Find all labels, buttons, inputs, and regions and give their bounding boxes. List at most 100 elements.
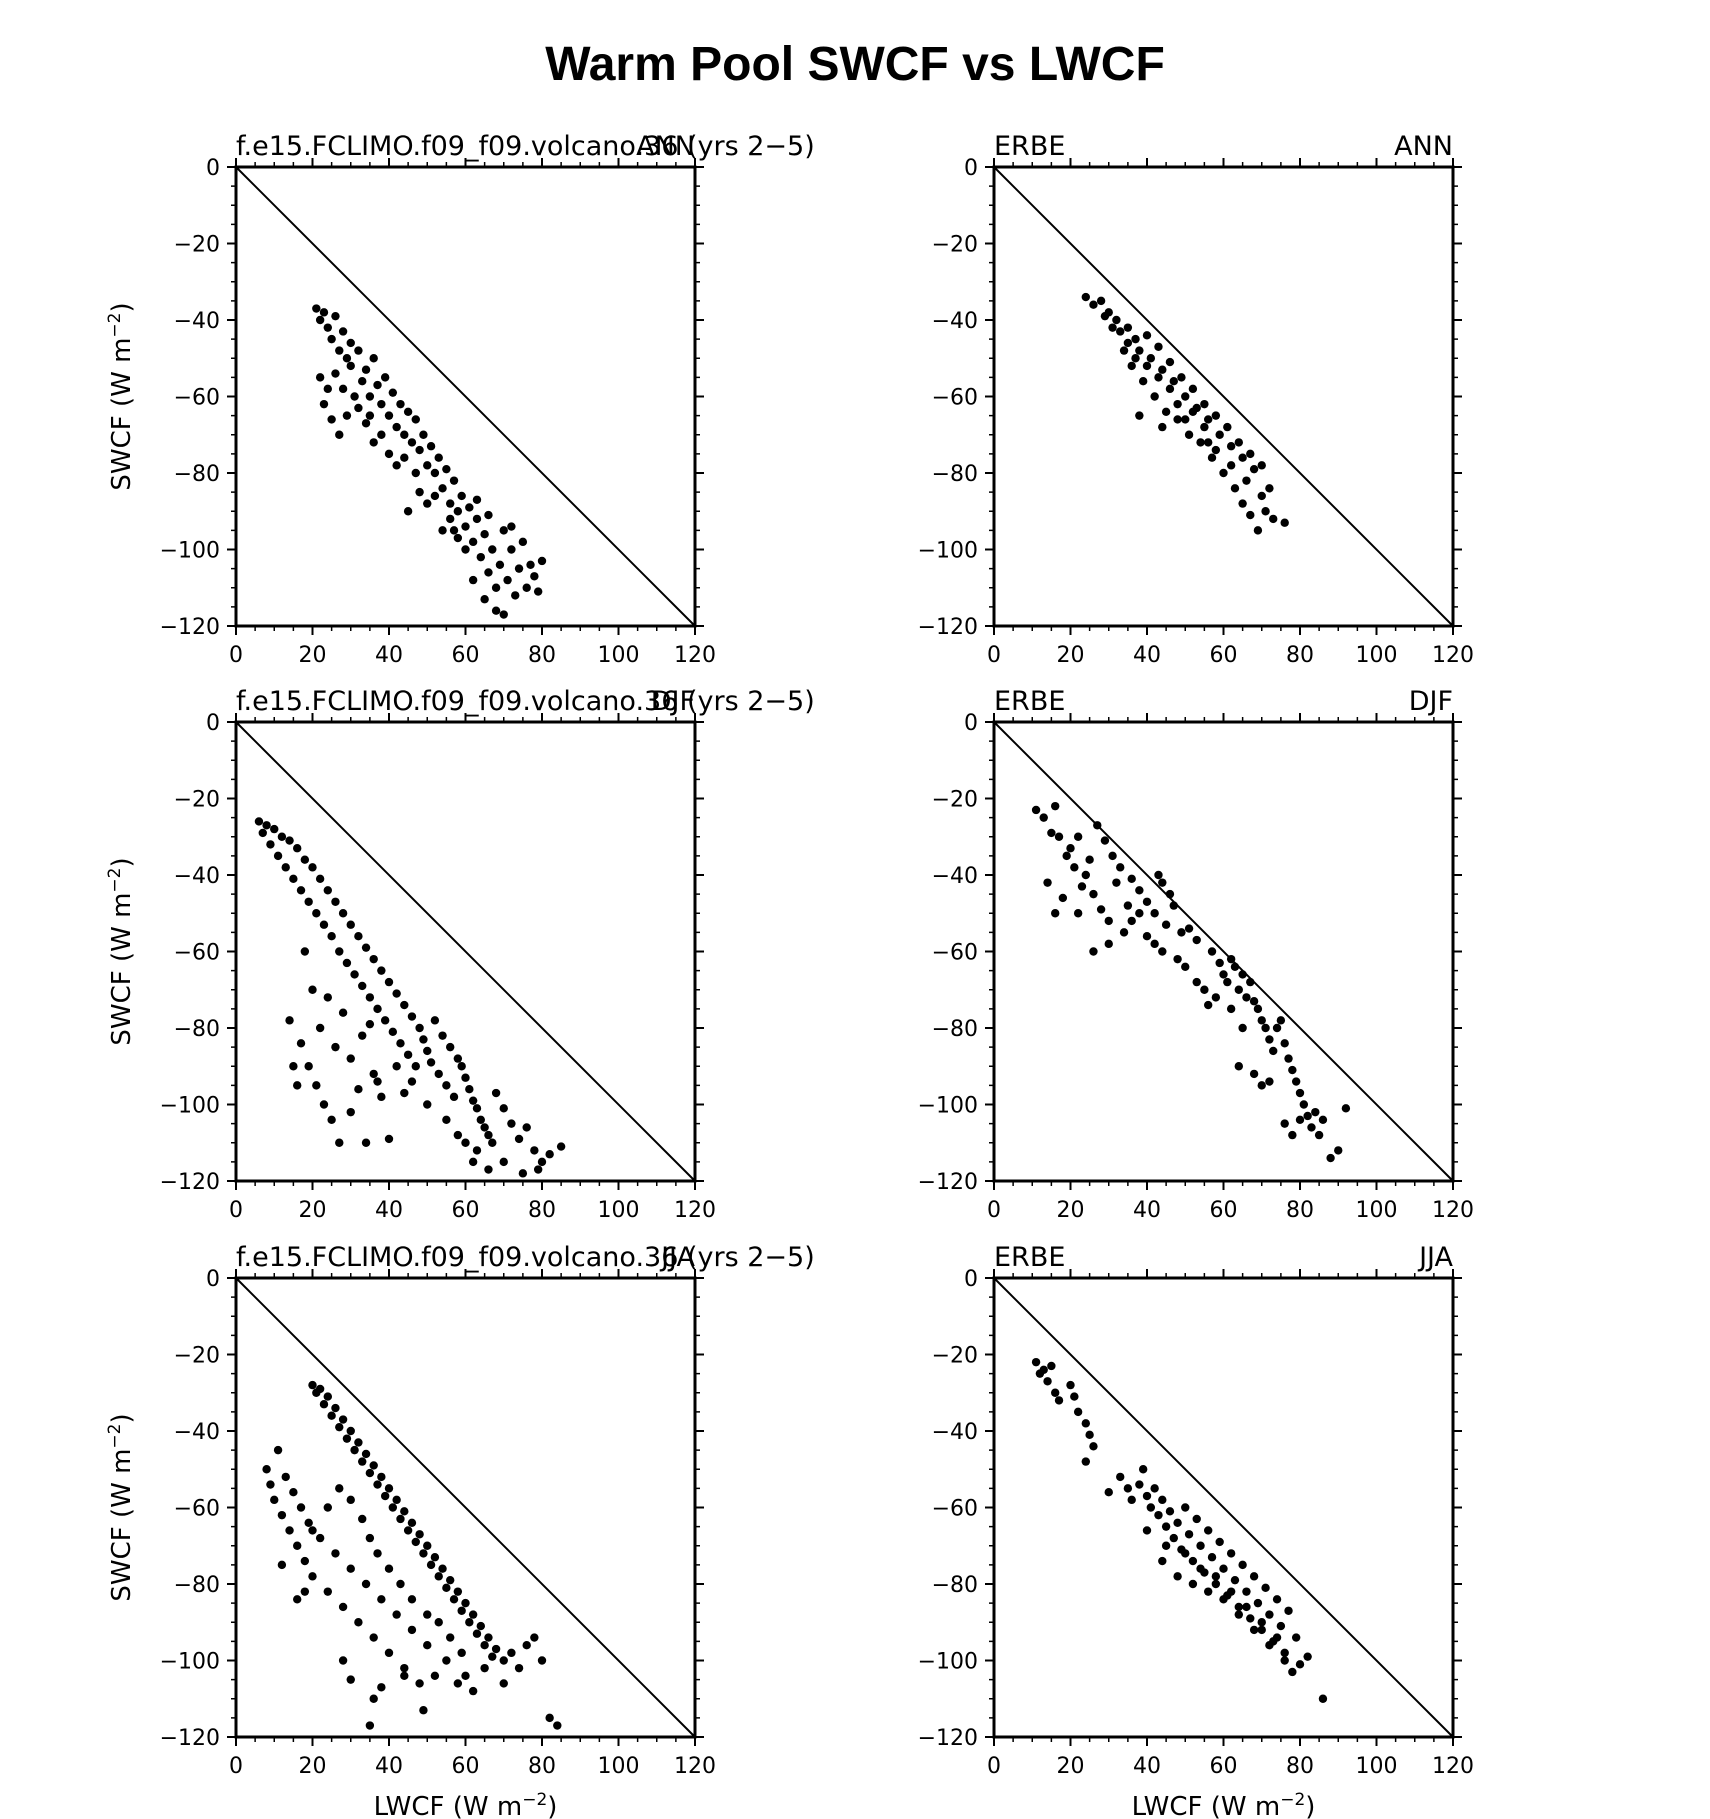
data-point (1246, 510, 1255, 520)
data-point (446, 514, 455, 524)
data-point (304, 1518, 313, 1528)
data-point (296, 1503, 306, 1512)
scatter-panel: 0 20 40 60 80 100 120 0 −20 −40 −60 −80 −100 −120 ERBE… (918, 1242, 1474, 1819)
data-point (507, 1648, 516, 1658)
data-point (300, 1556, 310, 1566)
data-point (369, 1633, 378, 1642)
data-point (293, 1541, 302, 1550)
data-point (411, 1537, 420, 1547)
data-point (1051, 801, 1060, 811)
data-point (300, 947, 310, 956)
data-point (1234, 1610, 1244, 1619)
y-tick-label: −80 (932, 1573, 978, 1598)
reference-line (235, 166, 696, 627)
data-point (434, 453, 443, 462)
data-point (289, 1062, 298, 1071)
data-point (499, 1104, 508, 1113)
data-point (1100, 311, 1110, 321)
data-point (1070, 1392, 1079, 1401)
data-point (491, 1088, 501, 1098)
data-point (476, 1621, 485, 1631)
data-point (373, 1077, 382, 1086)
panel-title-right: JJA (659, 1242, 695, 1273)
data-point (1238, 499, 1247, 508)
data-point (396, 1514, 405, 1524)
data-point (514, 1663, 524, 1673)
data-point (323, 1587, 332, 1596)
data-point (442, 1081, 451, 1090)
data-point (1257, 461, 1266, 470)
data-point (423, 1641, 432, 1650)
data-point (270, 824, 279, 834)
data-point (1039, 813, 1048, 822)
data-point (1135, 886, 1144, 895)
data-point (289, 874, 298, 884)
data-point (484, 1633, 493, 1642)
data-point (461, 1671, 470, 1681)
data-point (346, 1107, 355, 1117)
data-point (1131, 334, 1140, 344)
data-point (449, 526, 459, 535)
panel-title-right: ANN (1394, 131, 1453, 162)
data-point (1196, 1541, 1205, 1550)
data-point (1242, 1602, 1251, 1612)
data-point (1062, 851, 1071, 861)
data-point (1318, 1694, 1328, 1703)
data-point (331, 1042, 340, 1052)
data-point (430, 491, 440, 501)
x-tick-label: 80 (1286, 1754, 1314, 1779)
data-point (545, 1150, 554, 1159)
data-point (1158, 947, 1167, 956)
data-point (533, 587, 543, 596)
data-point (1207, 947, 1217, 956)
data-point (1119, 346, 1129, 355)
data-point (1077, 882, 1087, 891)
x-tick-label: 60 (1210, 643, 1238, 668)
x-tick-label: 0 (229, 1754, 243, 1779)
data-point (1089, 300, 1098, 309)
data-point (1093, 821, 1102, 830)
data-point (400, 1671, 409, 1681)
x-tick-label: 60 (452, 1198, 480, 1223)
data-point (296, 886, 306, 895)
y-tick-label: 0 (206, 711, 220, 736)
data-point (304, 897, 313, 906)
data-point (319, 920, 329, 929)
data-point (1150, 1484, 1159, 1493)
data-point (380, 1491, 390, 1501)
data-point (1104, 939, 1113, 949)
data-point (403, 1050, 413, 1059)
data-point (1207, 1553, 1217, 1562)
data-point (1242, 476, 1251, 485)
data-point (1089, 947, 1098, 956)
data-point (430, 1671, 440, 1681)
x-tick-label: 40 (375, 1754, 403, 1779)
reference-line (993, 721, 1454, 1182)
reference-line (993, 1277, 1454, 1738)
data-point (1238, 1560, 1247, 1570)
data-point (499, 1157, 508, 1167)
data-point (315, 373, 325, 382)
data-point (338, 327, 348, 336)
data-point (442, 1656, 451, 1665)
data-point (426, 442, 436, 451)
data-point (315, 315, 325, 325)
data-point (319, 399, 329, 409)
data-point (442, 1583, 451, 1593)
data-point (1108, 851, 1117, 861)
data-point (377, 1683, 386, 1692)
data-point (1246, 449, 1255, 459)
data-point (1085, 1430, 1094, 1440)
data-point (1169, 377, 1178, 386)
data-point (415, 1679, 424, 1688)
data-point (415, 1023, 424, 1033)
data-point (400, 1088, 409, 1098)
data-point (1253, 526, 1263, 535)
data-point (361, 365, 371, 374)
data-point (1284, 1054, 1293, 1063)
data-point (461, 1598, 470, 1608)
data-point (1096, 905, 1106, 914)
y-tick-label: −40 (174, 309, 220, 334)
data-point (369, 1069, 378, 1079)
data-point (495, 560, 505, 569)
